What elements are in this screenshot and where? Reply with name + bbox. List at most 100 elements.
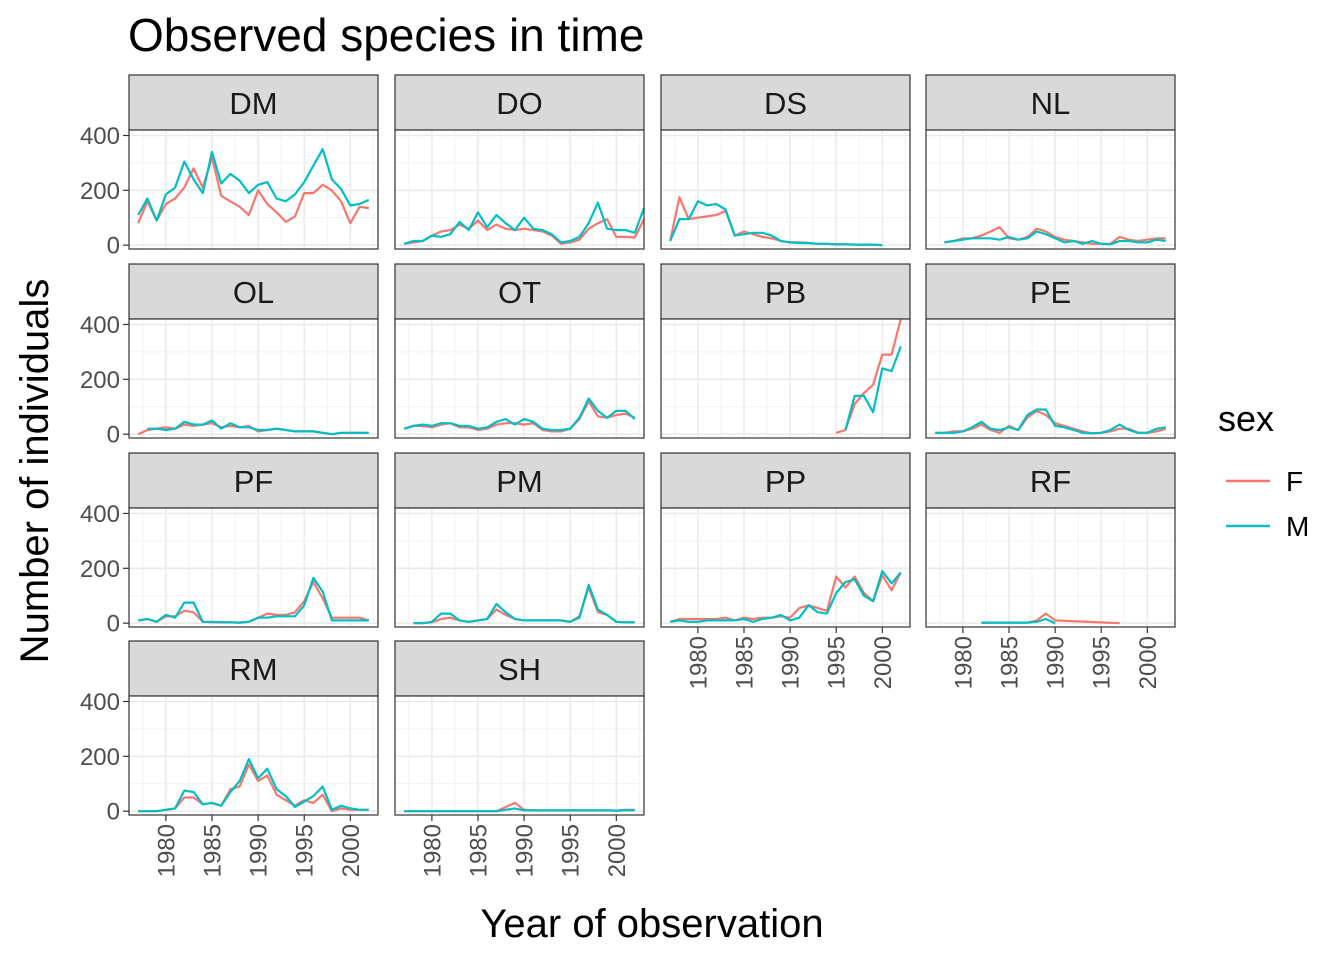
series-line-m xyxy=(944,230,1166,246)
panel-background xyxy=(661,130,910,249)
panel-pp: PP 1980 1985 1990 1995 2000 xyxy=(660,452,911,689)
panel-border xyxy=(394,695,645,816)
facet-strip-label: PB xyxy=(765,275,806,310)
x-tick-label: 1985 xyxy=(732,636,759,689)
x-tick-label: 1985 xyxy=(466,824,493,877)
y-tick-label: 400 xyxy=(80,689,120,716)
series-line-m xyxy=(413,583,635,625)
facet-strip-label: NL xyxy=(1031,86,1071,121)
legend-title: sex xyxy=(1218,398,1274,439)
series-line-m xyxy=(403,397,636,432)
facet-strip xyxy=(128,74,379,131)
y-tick-label: 400 xyxy=(80,312,120,339)
panel-background xyxy=(395,696,644,815)
facet-strip xyxy=(128,263,379,320)
facet-strip-label: DO xyxy=(496,86,543,121)
x-tick-label: 2000 xyxy=(870,636,897,689)
facet-strip-label: SH xyxy=(498,652,541,687)
x-tick-label: 2000 xyxy=(604,824,631,877)
facet-strip-label: RF xyxy=(1030,464,1071,499)
x-tick-label: 1990 xyxy=(512,824,539,877)
series-line-m xyxy=(138,757,369,813)
panel-sh: SH 1980 1985 1990 1995 2000 xyxy=(394,640,645,877)
panel-background xyxy=(129,696,378,815)
y-tick-label: 400 xyxy=(80,123,120,150)
x-tick-label: 1990 xyxy=(246,824,273,877)
x-tick-label: 1985 xyxy=(997,636,1024,689)
y-tick-label: 0 xyxy=(107,799,120,826)
facet-strip xyxy=(394,640,645,697)
panel-nl: NL xyxy=(925,74,1176,250)
facet-strip xyxy=(128,452,379,509)
series-line-m xyxy=(981,617,1056,625)
x-axis-title: Year of observation xyxy=(480,902,823,946)
panel-border xyxy=(128,318,379,439)
facet-strip xyxy=(660,263,911,320)
panel-border xyxy=(660,318,911,439)
series-line-f xyxy=(137,156,369,225)
panel-border xyxy=(394,318,645,439)
legend-label-m: M xyxy=(1286,511,1309,542)
y-tick-label: 200 xyxy=(80,556,120,583)
panel-rm: RM 0 200 400 1980 1985 1990 1995 2000 xyxy=(80,640,379,877)
facet-strip-label: OT xyxy=(498,275,541,310)
chart-title: Observed species in time xyxy=(128,9,644,61)
series-line-m xyxy=(138,576,369,624)
legend-label-f: F xyxy=(1286,466,1303,497)
series-line-f xyxy=(403,400,636,433)
series-line-m xyxy=(147,419,369,436)
panel-pb: PB xyxy=(660,263,911,439)
panel-border xyxy=(660,507,911,628)
x-tick-label: 2000 xyxy=(1135,636,1162,689)
panel-pe: PE xyxy=(925,263,1176,439)
series-line-m xyxy=(137,148,370,222)
x-tick-label: 1980 xyxy=(685,636,712,689)
facet-strip-label: DS xyxy=(764,86,807,121)
panel-ot: OT xyxy=(394,263,645,439)
panel-ol: OL 0 200 400 xyxy=(80,263,379,449)
x-tick-label: 1995 xyxy=(558,824,585,877)
y-tick-label: 0 xyxy=(107,611,120,638)
x-tick-label: 1995 xyxy=(824,636,851,689)
y-tick-label: 200 xyxy=(80,367,120,394)
legend: sex F M xyxy=(1218,398,1309,542)
series-line-m xyxy=(935,408,1166,435)
y-tick-label: 400 xyxy=(80,501,120,528)
panel-background xyxy=(129,508,378,627)
panel-pf: PF 0 200 400 xyxy=(80,452,379,638)
panel-border xyxy=(394,129,645,250)
series-line-m xyxy=(403,201,646,245)
facet-strip xyxy=(925,263,1176,320)
panel-pm: PM xyxy=(394,452,645,628)
x-tick-label: 1980 xyxy=(419,824,446,877)
panel-border xyxy=(394,507,645,628)
facet-strip-label: RM xyxy=(229,652,277,687)
x-tick-label: 2000 xyxy=(338,824,365,877)
facet-strip xyxy=(394,74,645,131)
y-axis-title: Number of individuals xyxy=(13,279,57,664)
panel-border xyxy=(925,318,1176,439)
facet-strip-label: PP xyxy=(765,464,806,499)
x-tick-label: 1995 xyxy=(1089,636,1116,689)
panel-do: DO xyxy=(394,74,646,250)
panel-background xyxy=(661,319,910,438)
series-line-m xyxy=(670,569,902,623)
panel-dm: DM 0 200 400 xyxy=(80,74,379,260)
x-tick-label: 1990 xyxy=(1043,636,1070,689)
series-line-f xyxy=(944,226,1166,245)
x-tick-label: 1980 xyxy=(950,636,977,689)
panel-background xyxy=(129,319,378,438)
panel-ds: DS xyxy=(660,74,911,250)
series-line-m xyxy=(844,346,902,431)
panel-border xyxy=(128,129,379,250)
facet-strip-label: PE xyxy=(1030,275,1071,310)
series-line-m xyxy=(669,200,883,247)
facet-strip xyxy=(925,74,1176,131)
panel-border xyxy=(925,129,1176,250)
panel-rf: RF 1980 1985 1990 1995 2000 xyxy=(925,452,1176,689)
y-tick-label: 0 xyxy=(107,422,120,449)
x-tick-label: 1995 xyxy=(292,824,319,877)
panel-background xyxy=(926,130,1175,249)
